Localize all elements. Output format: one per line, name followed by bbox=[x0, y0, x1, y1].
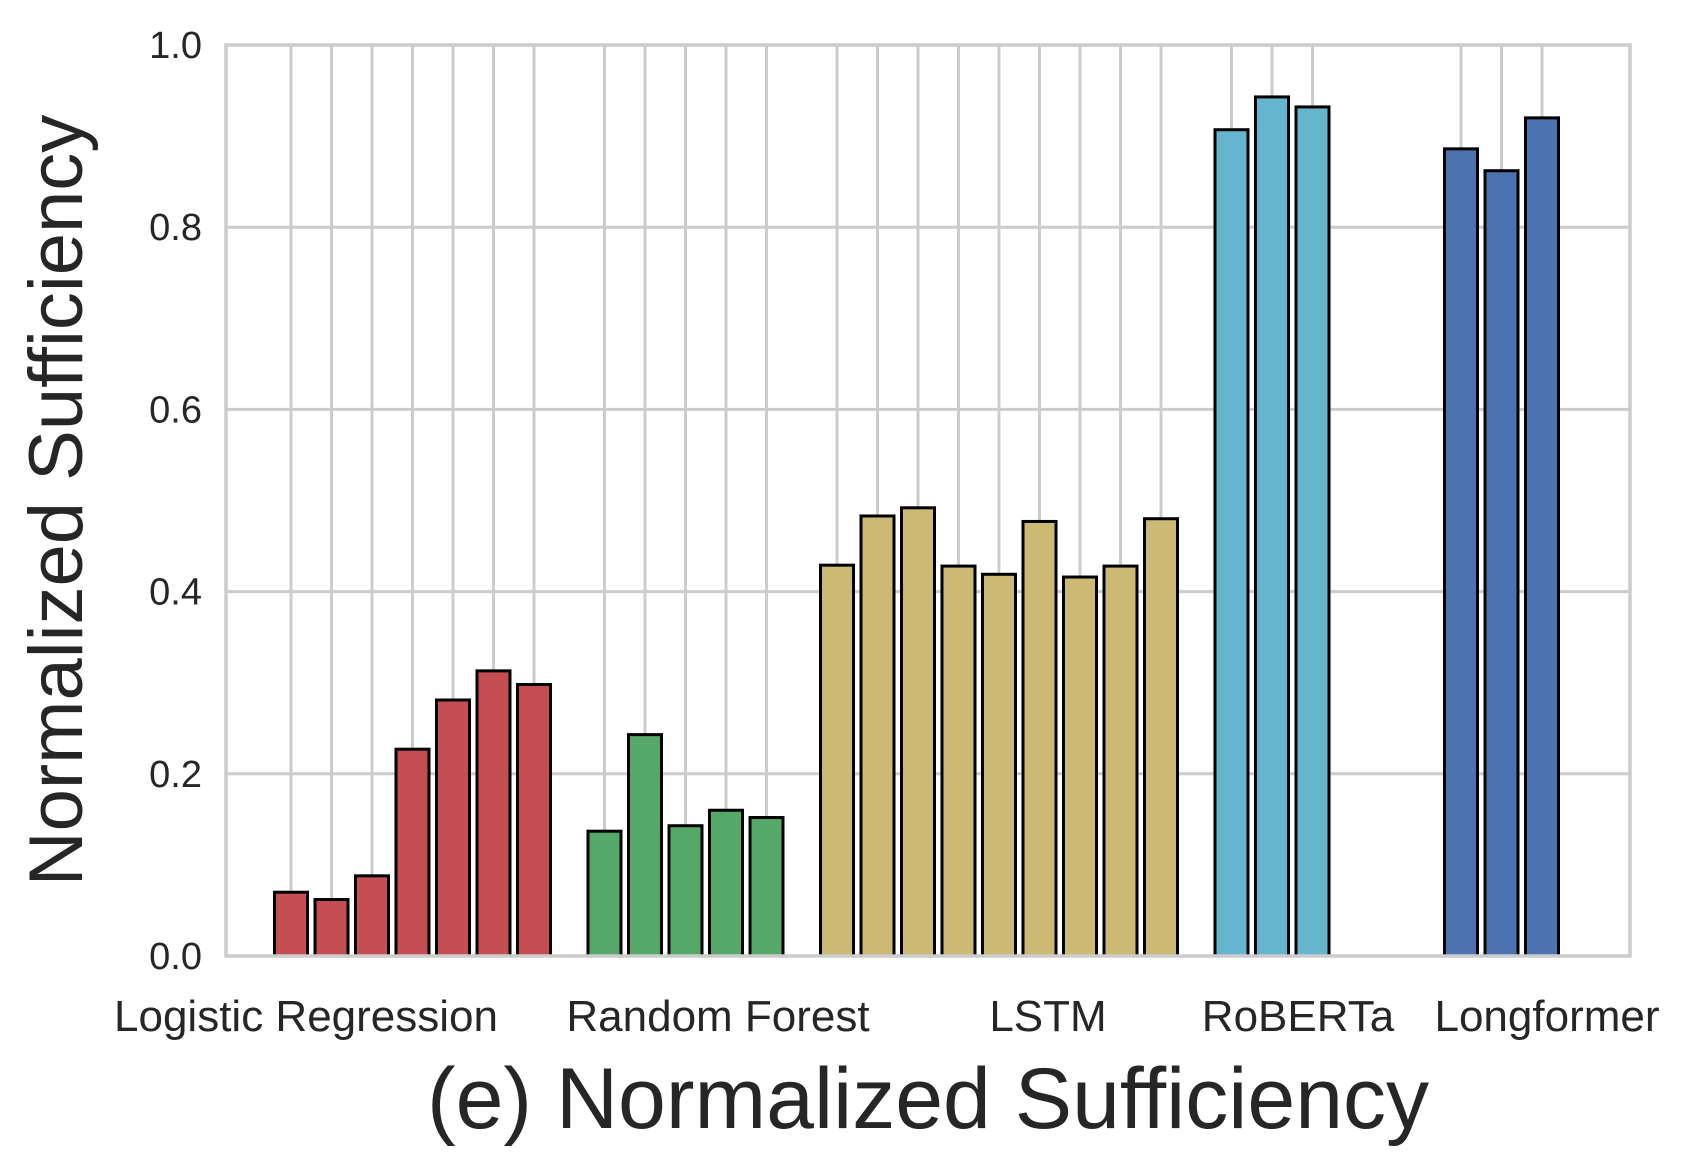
category-label-longformer: Longformer bbox=[1434, 992, 1659, 1041]
bar-roberta-2 bbox=[1254, 95, 1290, 958]
category-label-logistic-regression: Logistic Regression bbox=[114, 992, 498, 1041]
bar-random-forest-3 bbox=[667, 824, 704, 958]
y-tick-label: 1.0 bbox=[149, 25, 202, 67]
bar-lstm-3 bbox=[900, 506, 936, 958]
plot-frame bbox=[224, 43, 1632, 958]
y-tick-labels: 0.0 0.2 0.4 0.6 0.8 1.0 bbox=[149, 25, 202, 978]
y-tick-label: 0.6 bbox=[149, 389, 202, 431]
y-axis-label: Normalized Sufficiency bbox=[14, 115, 99, 887]
bar-logistic-regression-2 bbox=[313, 898, 350, 958]
x-axis-label: (e) Normalized Sufficiency bbox=[427, 1051, 1429, 1147]
category-label-roberta: RoBERTa bbox=[1202, 992, 1395, 1041]
bar-random-forest-1 bbox=[586, 829, 623, 958]
y-tick-label: 0.4 bbox=[149, 572, 202, 614]
bar-random-forest-5 bbox=[748, 816, 785, 958]
bar-lstm-5 bbox=[981, 572, 1017, 958]
bar-random-forest-2 bbox=[627, 733, 663, 958]
bar-longformer-3 bbox=[1524, 116, 1560, 958]
bar-lstm-1 bbox=[819, 563, 855, 958]
bar-lstm-8 bbox=[1102, 564, 1139, 958]
bar-lstm-7 bbox=[1062, 575, 1098, 958]
bar-logistic-regression-3 bbox=[354, 874, 390, 958]
bar-roberta-3 bbox=[1294, 105, 1331, 958]
category-labels: Logistic Regression Random Forest LSTM RoBE… bbox=[114, 992, 1659, 1041]
bar-lstm-6 bbox=[1021, 519, 1058, 958]
y-tick-label: 0.2 bbox=[149, 754, 202, 796]
bar-longformer-1 bbox=[1443, 147, 1479, 958]
bars bbox=[273, 95, 1560, 958]
bar-logistic-regression-5 bbox=[435, 698, 471, 958]
bar-roberta-1 bbox=[1213, 128, 1250, 958]
bar-longformer-2 bbox=[1483, 169, 1520, 958]
y-tick-label: 0.8 bbox=[149, 207, 202, 249]
y-tick-label: 0.0 bbox=[149, 936, 202, 978]
bar-lstm-2 bbox=[859, 514, 896, 958]
bar-lstm-9 bbox=[1143, 517, 1179, 958]
bar-logistic-regression-7 bbox=[516, 683, 552, 958]
bar-lstm-4 bbox=[940, 564, 977, 958]
bar-logistic-regression-4 bbox=[394, 747, 431, 958]
bar-logistic-regression-1 bbox=[273, 890, 309, 958]
bar-logistic-regression-6 bbox=[475, 669, 512, 958]
category-label-random-forest: Random Forest bbox=[566, 992, 869, 1041]
bar-random-forest-4 bbox=[708, 808, 744, 958]
category-label-lstm: LSTM bbox=[989, 992, 1106, 1041]
